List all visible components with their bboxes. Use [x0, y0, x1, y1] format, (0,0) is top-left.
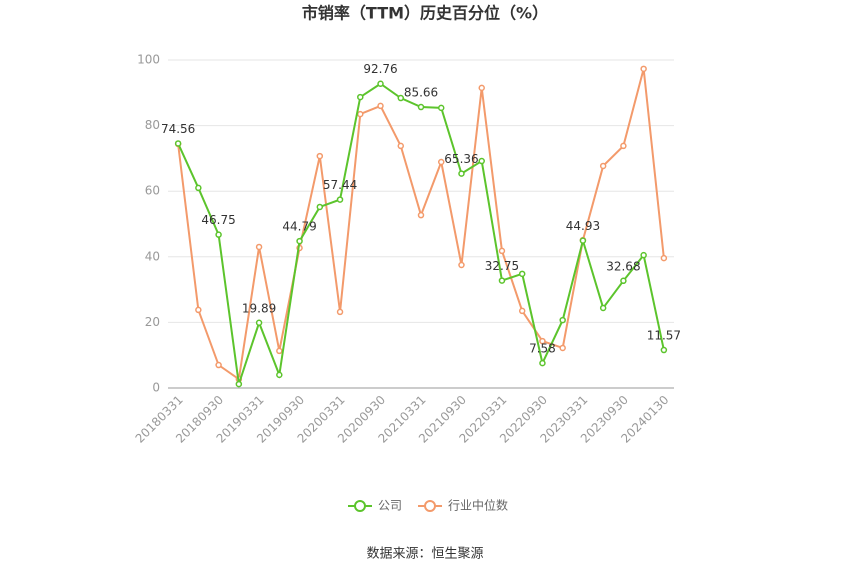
data-point — [195, 184, 202, 192]
data-point — [255, 319, 263, 327]
data-point — [640, 65, 647, 73]
data-label: 11.57 — [647, 329, 681, 343]
series-line — [177, 82, 665, 385]
data-point — [518, 270, 526, 278]
y-tick-label: 40 — [145, 249, 160, 263]
data-point — [397, 142, 405, 150]
data-label: 92.76 — [363, 62, 397, 76]
data-label: 65.36 — [444, 152, 478, 166]
data-label: 85.66 — [404, 86, 438, 100]
data-point — [498, 277, 506, 284]
data-label: 74.56 — [161, 122, 195, 136]
data-point — [296, 237, 303, 245]
data-point — [620, 277, 627, 285]
data-point — [316, 152, 324, 160]
data-point — [437, 158, 445, 166]
legend-marker — [354, 500, 366, 512]
data-point — [539, 359, 546, 367]
data-point — [255, 243, 263, 251]
data-point — [458, 170, 465, 177]
y-tick-label: 80 — [145, 118, 160, 132]
data-point — [478, 84, 485, 92]
data-point — [599, 304, 607, 312]
legend-label: 行业中位数 — [448, 498, 508, 513]
data-point — [539, 337, 546, 345]
data-point — [195, 306, 202, 314]
data-point — [316, 203, 324, 211]
y-tick-label: 60 — [145, 184, 160, 198]
data-point — [599, 162, 607, 170]
y-tick-label: 20 — [145, 315, 160, 329]
data-label: 44.93 — [566, 219, 600, 233]
data-point — [417, 103, 425, 111]
data-point — [660, 346, 668, 354]
data-point — [458, 261, 465, 269]
data-point — [377, 102, 384, 110]
y-tick-label: 0 — [152, 381, 160, 395]
data-point — [518, 307, 526, 315]
chart-title: 市销率（TTM）历史百分位（%） — [302, 4, 548, 23]
data-point — [215, 361, 222, 369]
data-point — [417, 211, 425, 219]
data-point — [357, 93, 364, 101]
data-point — [620, 142, 627, 150]
data-point — [336, 308, 344, 316]
data-point — [437, 104, 445, 112]
data-point — [640, 251, 647, 259]
data-point — [174, 140, 182, 147]
legend-label: 公司 — [378, 499, 402, 513]
data-point — [397, 94, 405, 102]
data-label: 44.79 — [282, 220, 316, 234]
data-point — [377, 80, 384, 87]
y-tick-label: 100 — [137, 53, 160, 67]
data-point — [336, 196, 344, 203]
source: 数据来源：恒生聚源 — [366, 547, 483, 562]
data-point — [276, 347, 283, 355]
data-label: 32.75 — [485, 259, 519, 273]
data-label: 57.44 — [323, 178, 357, 192]
legend-marker — [424, 500, 437, 512]
data-point — [357, 110, 364, 118]
data-point — [215, 231, 222, 238]
data-point — [559, 344, 566, 352]
data-point — [276, 371, 283, 379]
data-point — [660, 254, 668, 262]
data-label: 19.89 — [242, 301, 276, 315]
data-point — [235, 380, 243, 388]
data-point — [478, 157, 485, 165]
data-point — [559, 316, 566, 324]
data-label: 46.75 — [201, 213, 235, 227]
data-label: 32.68 — [606, 259, 640, 273]
data-point — [579, 237, 587, 244]
data-point — [498, 247, 506, 255]
data-label: 7.58 — [529, 342, 556, 356]
